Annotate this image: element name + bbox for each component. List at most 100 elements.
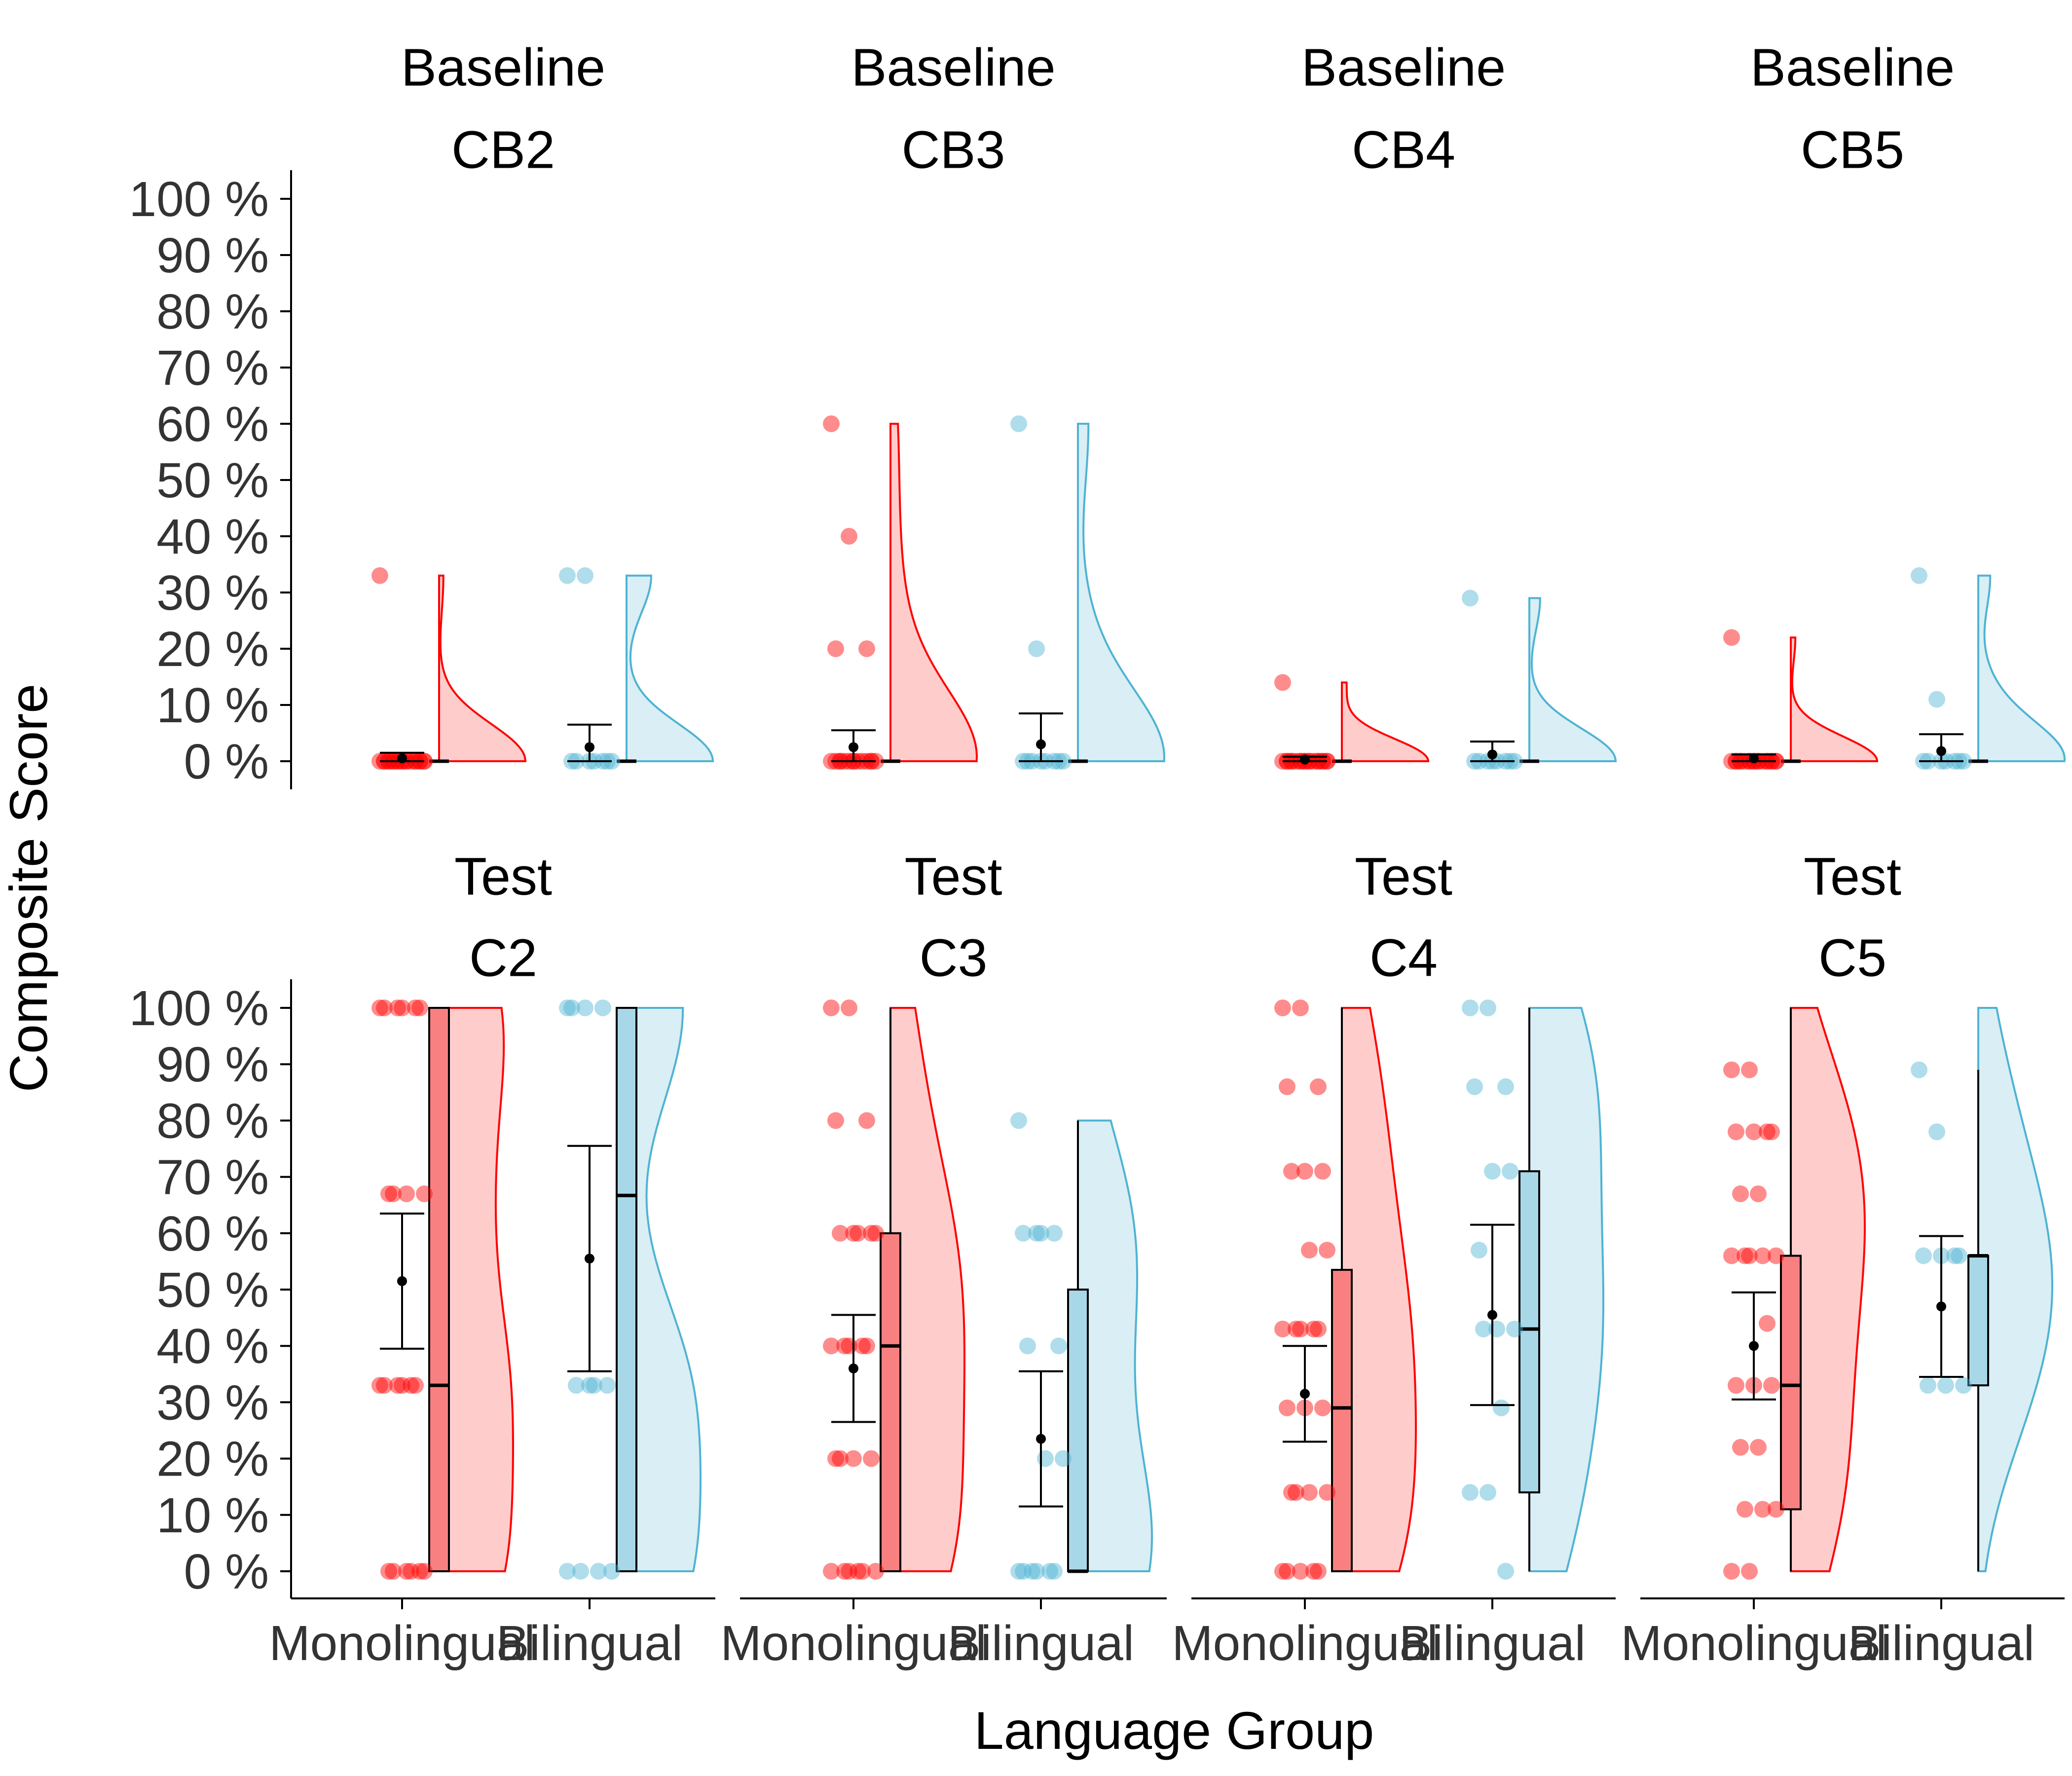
x-tick-label: Monolingual — [269, 1616, 535, 1671]
data-point — [559, 567, 576, 584]
data-point — [1506, 1320, 1523, 1337]
x-tick-label: Monolingual — [1172, 1616, 1438, 1671]
data-point — [1946, 1247, 1963, 1264]
group-bilingual — [559, 999, 702, 1580]
data-point — [1732, 1439, 1749, 1456]
data-point — [1745, 1123, 1762, 1141]
data-point — [823, 415, 840, 432]
data-point — [590, 1563, 607, 1580]
data-point — [1763, 1377, 1780, 1394]
group-bilingual — [1010, 1112, 1153, 1580]
data-point — [1288, 1320, 1304, 1337]
data-point — [1310, 1563, 1327, 1580]
data-point — [1723, 1563, 1740, 1580]
data-point — [1741, 1563, 1758, 1580]
data-point — [1015, 1224, 1032, 1242]
y-tick-label: 0 % — [184, 734, 269, 789]
data-point — [1759, 1123, 1776, 1141]
data-point — [1723, 1061, 1740, 1078]
data-point — [577, 999, 593, 1016]
data-point — [1274, 999, 1291, 1016]
box — [1967, 1255, 1989, 1387]
data-point — [1055, 1450, 1072, 1467]
data-point — [398, 1185, 415, 1202]
y-tick-label: 0 % — [184, 1544, 269, 1599]
panel-title-line2: CB3 — [901, 119, 1005, 179]
data-point — [1288, 1484, 1304, 1501]
panel-cb5: Baseline CB5 — [1723, 37, 2066, 770]
data-point — [572, 1563, 589, 1580]
data-point — [1750, 1185, 1767, 1202]
group-bilingual — [1911, 567, 2066, 770]
panel-title-line1: Test — [1355, 846, 1452, 906]
data-point — [1010, 1112, 1027, 1129]
data-point — [559, 999, 576, 1016]
y-tick-label: 80 % — [156, 284, 269, 339]
mean-point — [1036, 739, 1046, 749]
data-point — [380, 1185, 397, 1202]
data-point — [845, 1224, 862, 1242]
data-point — [850, 1563, 866, 1580]
data-point — [1768, 1501, 1784, 1518]
violin — [626, 574, 714, 762]
data-point — [1732, 1185, 1749, 1202]
data-point — [371, 1377, 388, 1394]
group-monolingual — [1274, 999, 1417, 1580]
data-point — [1759, 1315, 1776, 1332]
box — [1780, 1255, 1802, 1511]
violin — [889, 1007, 966, 1572]
panel-title-line2: C3 — [919, 927, 987, 987]
y-tick-label: 10 % — [156, 1488, 269, 1543]
data-point — [1010, 415, 1027, 432]
data-point — [371, 567, 388, 584]
data-point — [1015, 1563, 1032, 1580]
panel-title-line2: CB2 — [451, 119, 555, 179]
violin — [889, 423, 978, 762]
data-point — [1462, 999, 1479, 1016]
data-point — [1728, 1123, 1744, 1141]
violin — [1790, 636, 1879, 762]
data-point — [1493, 1399, 1510, 1416]
data-point — [827, 1112, 844, 1129]
data-point — [1737, 1247, 1753, 1264]
data-point — [867, 1563, 884, 1580]
mean-point — [585, 1254, 594, 1264]
mean-point — [397, 753, 407, 764]
data-point — [823, 1337, 840, 1355]
data-point — [850, 1224, 866, 1242]
violin — [1077, 1119, 1153, 1572]
panel-cb2: Baseline CB2 0 %10 %20 %30 %40 %50 %60 %70… — [129, 37, 714, 789]
data-point — [827, 1450, 844, 1467]
data-point — [1010, 1563, 1027, 1580]
panel-title-line2: C2 — [469, 927, 537, 987]
y-tick-label: 60 % — [156, 1206, 269, 1261]
data-point — [1314, 1399, 1331, 1416]
panel-title-line2: CB5 — [1801, 119, 1904, 179]
data-point — [1037, 1450, 1054, 1467]
data-point — [1310, 1078, 1327, 1095]
data-point — [1305, 1563, 1322, 1580]
mean-point — [849, 742, 858, 752]
data-point — [823, 999, 840, 1016]
mean-point — [1936, 1301, 1946, 1312]
y-tick-label: 10 % — [156, 678, 269, 733]
panel-cb3: Baseline CB3 — [823, 37, 1166, 770]
mean-point — [397, 1276, 407, 1286]
data-point — [832, 1224, 849, 1242]
data-point — [1951, 1247, 1967, 1264]
group-monolingual — [1723, 629, 1879, 770]
data-point — [1283, 1484, 1300, 1501]
data-point — [1292, 1563, 1309, 1580]
y-tick-label: 70 % — [156, 340, 269, 396]
data-point — [586, 1377, 602, 1394]
data-point — [1305, 1320, 1322, 1337]
violin — [626, 1007, 702, 1572]
panel-title-line2: C5 — [1818, 927, 1887, 987]
data-point — [1319, 1484, 1335, 1501]
data-point — [1319, 1242, 1335, 1259]
data-point — [867, 1224, 884, 1242]
x-tick-label: Bilingual — [1399, 1616, 1586, 1671]
data-point — [416, 1563, 433, 1580]
data-point — [1768, 1247, 1784, 1264]
